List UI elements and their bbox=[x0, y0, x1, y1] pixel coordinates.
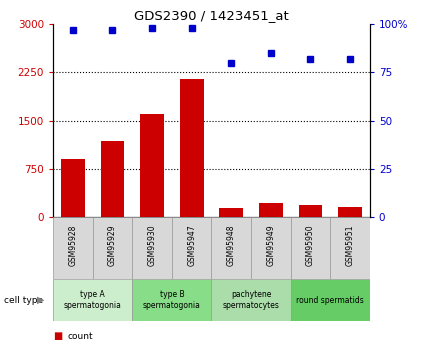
Text: pachytene
spermatocytes: pachytene spermatocytes bbox=[223, 290, 280, 310]
Text: GSM95951: GSM95951 bbox=[346, 225, 354, 266]
Bar bbox=[211, 279, 291, 321]
Text: GSM95928: GSM95928 bbox=[68, 225, 77, 266]
Bar bbox=[298, 205, 322, 217]
Text: ▶: ▶ bbox=[37, 295, 44, 305]
Bar bbox=[172, 217, 211, 279]
Bar bbox=[291, 217, 330, 279]
Bar bbox=[53, 217, 93, 279]
Title: GDS2390 / 1423451_at: GDS2390 / 1423451_at bbox=[134, 9, 289, 22]
Bar bbox=[338, 207, 362, 217]
Bar bbox=[140, 114, 164, 217]
Bar bbox=[330, 217, 370, 279]
Text: GSM95950: GSM95950 bbox=[306, 225, 315, 266]
Text: GSM95949: GSM95949 bbox=[266, 225, 275, 266]
Text: GSM95947: GSM95947 bbox=[187, 225, 196, 266]
Bar bbox=[93, 217, 132, 279]
Bar bbox=[132, 217, 172, 279]
Text: GSM95930: GSM95930 bbox=[147, 225, 156, 266]
Bar bbox=[251, 217, 291, 279]
Text: type B
spermatogonia: type B spermatogonia bbox=[143, 290, 201, 310]
Text: GSM95948: GSM95948 bbox=[227, 225, 236, 266]
Bar bbox=[101, 141, 125, 217]
Text: GSM95929: GSM95929 bbox=[108, 225, 117, 266]
Bar bbox=[219, 208, 243, 217]
Text: count: count bbox=[68, 332, 94, 341]
Bar bbox=[291, 279, 370, 321]
Bar bbox=[53, 279, 132, 321]
Text: cell type: cell type bbox=[4, 296, 43, 305]
Bar bbox=[180, 79, 204, 217]
Text: round spermatids: round spermatids bbox=[296, 296, 364, 305]
Text: ■: ■ bbox=[53, 332, 62, 341]
Bar bbox=[132, 279, 211, 321]
Bar bbox=[61, 159, 85, 217]
Bar bbox=[211, 217, 251, 279]
Bar bbox=[259, 203, 283, 217]
Text: type A
spermatogonia: type A spermatogonia bbox=[64, 290, 122, 310]
